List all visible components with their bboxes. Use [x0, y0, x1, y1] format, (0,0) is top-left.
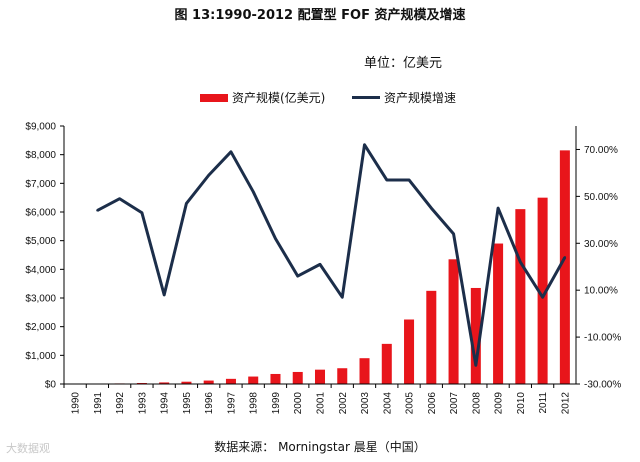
right-tick-label: 10.00% — [584, 286, 618, 297]
x-tick-label: 2004 — [382, 392, 393, 415]
left-tick-label: $9,000 — [25, 122, 56, 133]
bar — [448, 259, 459, 384]
bar-series — [70, 150, 570, 384]
line-point — [229, 150, 233, 153]
right-tick-label: 30.00% — [584, 239, 618, 250]
x-tick-label: 1992 — [115, 392, 126, 415]
bar — [381, 343, 392, 384]
line-point — [363, 143, 366, 146]
line-point — [541, 296, 544, 299]
right-tick-label: -10.00% — [584, 333, 621, 344]
line-point — [341, 296, 344, 299]
x-tick-label: 1995 — [182, 392, 193, 415]
x-tick-label: 2009 — [494, 392, 505, 415]
bar — [248, 376, 259, 384]
left-tick-label: $3,000 — [25, 294, 56, 305]
chart-title: 图 13:1990-2012 配置型 FOF 资产规模及增速 — [174, 8, 466, 23]
left-tick-label: $2,000 — [25, 322, 56, 333]
bar — [270, 373, 281, 384]
bar — [136, 382, 147, 384]
legend-item-line: 资产规模增速 — [352, 89, 456, 106]
legend-item-bar: 资产规模(亿美元) — [200, 89, 325, 106]
x-tick-label: 1999 — [271, 392, 282, 415]
left-axis-ticks: $0 $1,000 $2,000 $3,000 $4,000 $5,000 $6,000 $7… — [25, 122, 64, 391]
line-point — [430, 206, 433, 210]
bar — [337, 368, 348, 384]
line-point — [519, 260, 522, 264]
left-tick-label: $0 — [45, 380, 57, 391]
left-tick-label: $6,000 — [25, 208, 56, 219]
x-tick-label: 2003 — [360, 392, 371, 415]
x-tick-label: 1998 — [249, 392, 260, 415]
x-tick-label: 2002 — [338, 392, 349, 415]
line-point — [207, 174, 210, 177]
bar — [159, 382, 170, 384]
bar — [515, 209, 526, 384]
line-point — [274, 237, 277, 240]
legend-bar-swatch — [200, 93, 228, 102]
x-tick-label: 2008 — [471, 392, 482, 415]
x-tick-label: 2006 — [427, 392, 438, 415]
bar — [537, 197, 548, 384]
bar — [359, 358, 370, 384]
left-tick-label: $7,000 — [25, 179, 56, 190]
x-tick-label: 1997 — [226, 392, 237, 415]
bar — [203, 380, 214, 384]
x-tick-label: 2007 — [449, 392, 460, 415]
legend-bar-label: 资产规模(亿美元) — [232, 91, 326, 105]
line-point — [452, 232, 455, 236]
line-point — [563, 256, 567, 259]
line-point — [296, 274, 299, 278]
left-tick-label: $1,000 — [25, 351, 56, 362]
line-series — [96, 143, 567, 367]
x-tick-label: 1993 — [137, 392, 148, 415]
watermark: 大数据观 — [6, 442, 50, 455]
left-tick-label: $4,000 — [25, 265, 56, 276]
x-tick-label: 2010 — [516, 392, 527, 415]
line-point — [407, 178, 411, 182]
bar — [493, 243, 504, 384]
x-tick-label: 2011 — [538, 392, 549, 414]
x-tick-label: 2005 — [405, 392, 416, 415]
unit-label: 单位：亿美元 — [364, 56, 443, 71]
line-point — [496, 206, 500, 210]
x-tick-label: 1991 — [93, 392, 104, 415]
x-tick-label: 1994 — [160, 392, 171, 415]
legend-line-swatch — [352, 96, 380, 99]
line-point — [318, 263, 322, 266]
bar — [426, 290, 437, 384]
source-note: 数据来源： Morningstar 晨星（中国） — [214, 440, 426, 454]
right-tick-label: -30.00% — [584, 380, 621, 391]
line-point — [385, 178, 388, 182]
line-point — [118, 197, 121, 200]
x-axis-ticks: 1990 1991 1992 1993 1994 1995 1996 1997 1998 1999… — [63, 384, 571, 415]
x-tick-label: 2012 — [560, 392, 571, 415]
x-tick-label: 1990 — [71, 392, 82, 415]
bar — [470, 287, 481, 384]
line-point — [140, 211, 144, 214]
right-axis-ticks: -30.00% -10.00% 10.00% 30.00% 50.00% 70.00% — [576, 145, 621, 391]
line-point — [185, 202, 188, 205]
bar — [292, 371, 303, 384]
axes — [63, 126, 577, 385]
x-tick-label: 2001 — [316, 392, 327, 415]
legend-line-label: 资产规模增速 — [384, 91, 457, 105]
x-tick-label: 1996 — [204, 392, 215, 415]
bar — [314, 369, 326, 384]
x-tick-label: 2000 — [293, 392, 304, 415]
bar — [404, 319, 415, 384]
line-point — [252, 190, 255, 193]
growth-line — [96, 143, 567, 367]
line-point — [474, 364, 478, 367]
line-point — [162, 293, 166, 297]
line-point — [96, 209, 99, 212]
bar — [225, 378, 236, 384]
bar — [559, 150, 570, 384]
right-tick-label: 50.00% — [584, 192, 618, 203]
right-tick-label: 70.00% — [584, 145, 618, 156]
left-tick-label: $8,000 — [25, 150, 56, 161]
bar — [181, 381, 192, 384]
left-tick-label: $5,000 — [25, 236, 56, 247]
